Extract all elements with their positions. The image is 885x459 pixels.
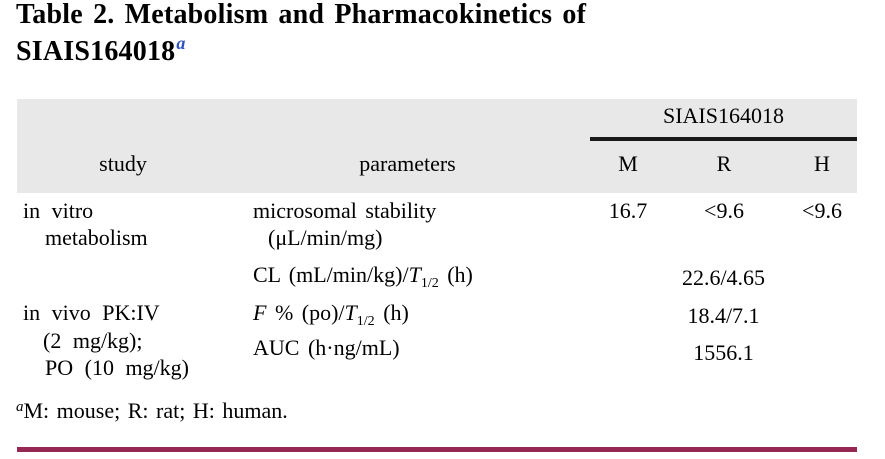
footnote-marker: a — [16, 399, 24, 415]
study-cell-in-vitro-line2: metabolism — [45, 225, 148, 250]
bottom-accent-rule — [17, 447, 857, 452]
column-header-r: R — [716, 151, 732, 176]
value-microsomal-r: <9.6 — [704, 198, 744, 223]
table-title-line2: SIAIS164018a — [16, 34, 186, 67]
column-header-study: study — [99, 151, 147, 176]
value-microsomal-m: 16.7 — [608, 198, 648, 223]
value-microsomal-h: <9.6 — [802, 198, 842, 223]
table-title-text: Table 2. Metabolism and Pharmacokinetics… — [16, 0, 587, 30]
value-cl-t-half: 22.6/4.65 — [681, 265, 766, 290]
parameter-f-suffix: (h) — [374, 300, 409, 325]
title-footnote-marker: a — [176, 33, 186, 53]
parameter-f-mid: % (po)/ — [266, 300, 345, 325]
parameter-f-t-symbol: T — [344, 300, 357, 325]
table-header-band — [17, 99, 857, 193]
parameter-cl-t-subscript: 1/2 — [420, 276, 439, 291]
study-cell-in-vitro-line1: in vitro — [23, 198, 94, 223]
column-header-parameters: parameters — [359, 151, 456, 176]
study-cell-in-vivo-line3: PO (10 mg/kg) — [45, 355, 189, 380]
parameter-f-symbol: F — [253, 300, 267, 325]
parameter-cl-prefix: CL (mL/min/kg)/ — [253, 262, 409, 287]
table-footnote: aM: mouse; R: rat; H: human. — [16, 398, 288, 424]
value-auc: 1556.1 — [693, 340, 754, 365]
parameter-microsomal-stability-units: (μL/min/mg) — [268, 225, 383, 250]
value-f-percent-t-half: 18.4/7.1 — [687, 303, 760, 328]
parameter-microsomal-stability-line1: microsomal stability — [253, 198, 437, 223]
column-group-underline — [590, 137, 857, 141]
parameter-cl-t-half: CL (mL/min/kg)/T1/2 (h) — [253, 262, 473, 291]
title-compound-name: SIAIS164018 — [16, 36, 176, 67]
compound-column-group-header: SIAIS164018 — [662, 103, 784, 128]
study-cell-in-vivo-line1: in vivo PK:IV — [23, 300, 160, 325]
parameter-f-percent-t-half: F % (po)/T1/2 (h) — [253, 300, 409, 329]
study-cell-in-vivo-line2: (2 mg/kg); — [43, 328, 143, 353]
parameter-cl-t-symbol: T — [408, 262, 421, 287]
parameter-f-t-subscript: 1/2 — [356, 314, 375, 329]
table-title-line1: Table 2. Metabolism and Pharmacokinetics… — [16, 1, 586, 29]
column-header-m: M — [618, 151, 638, 176]
column-header-h: H — [814, 151, 830, 176]
footnote-text: M: mouse; R: rat; H: human. — [23, 398, 288, 423]
parameter-cl-suffix: (h) — [438, 262, 473, 287]
parameter-auc: AUC (h·ng/mL) — [253, 335, 400, 360]
